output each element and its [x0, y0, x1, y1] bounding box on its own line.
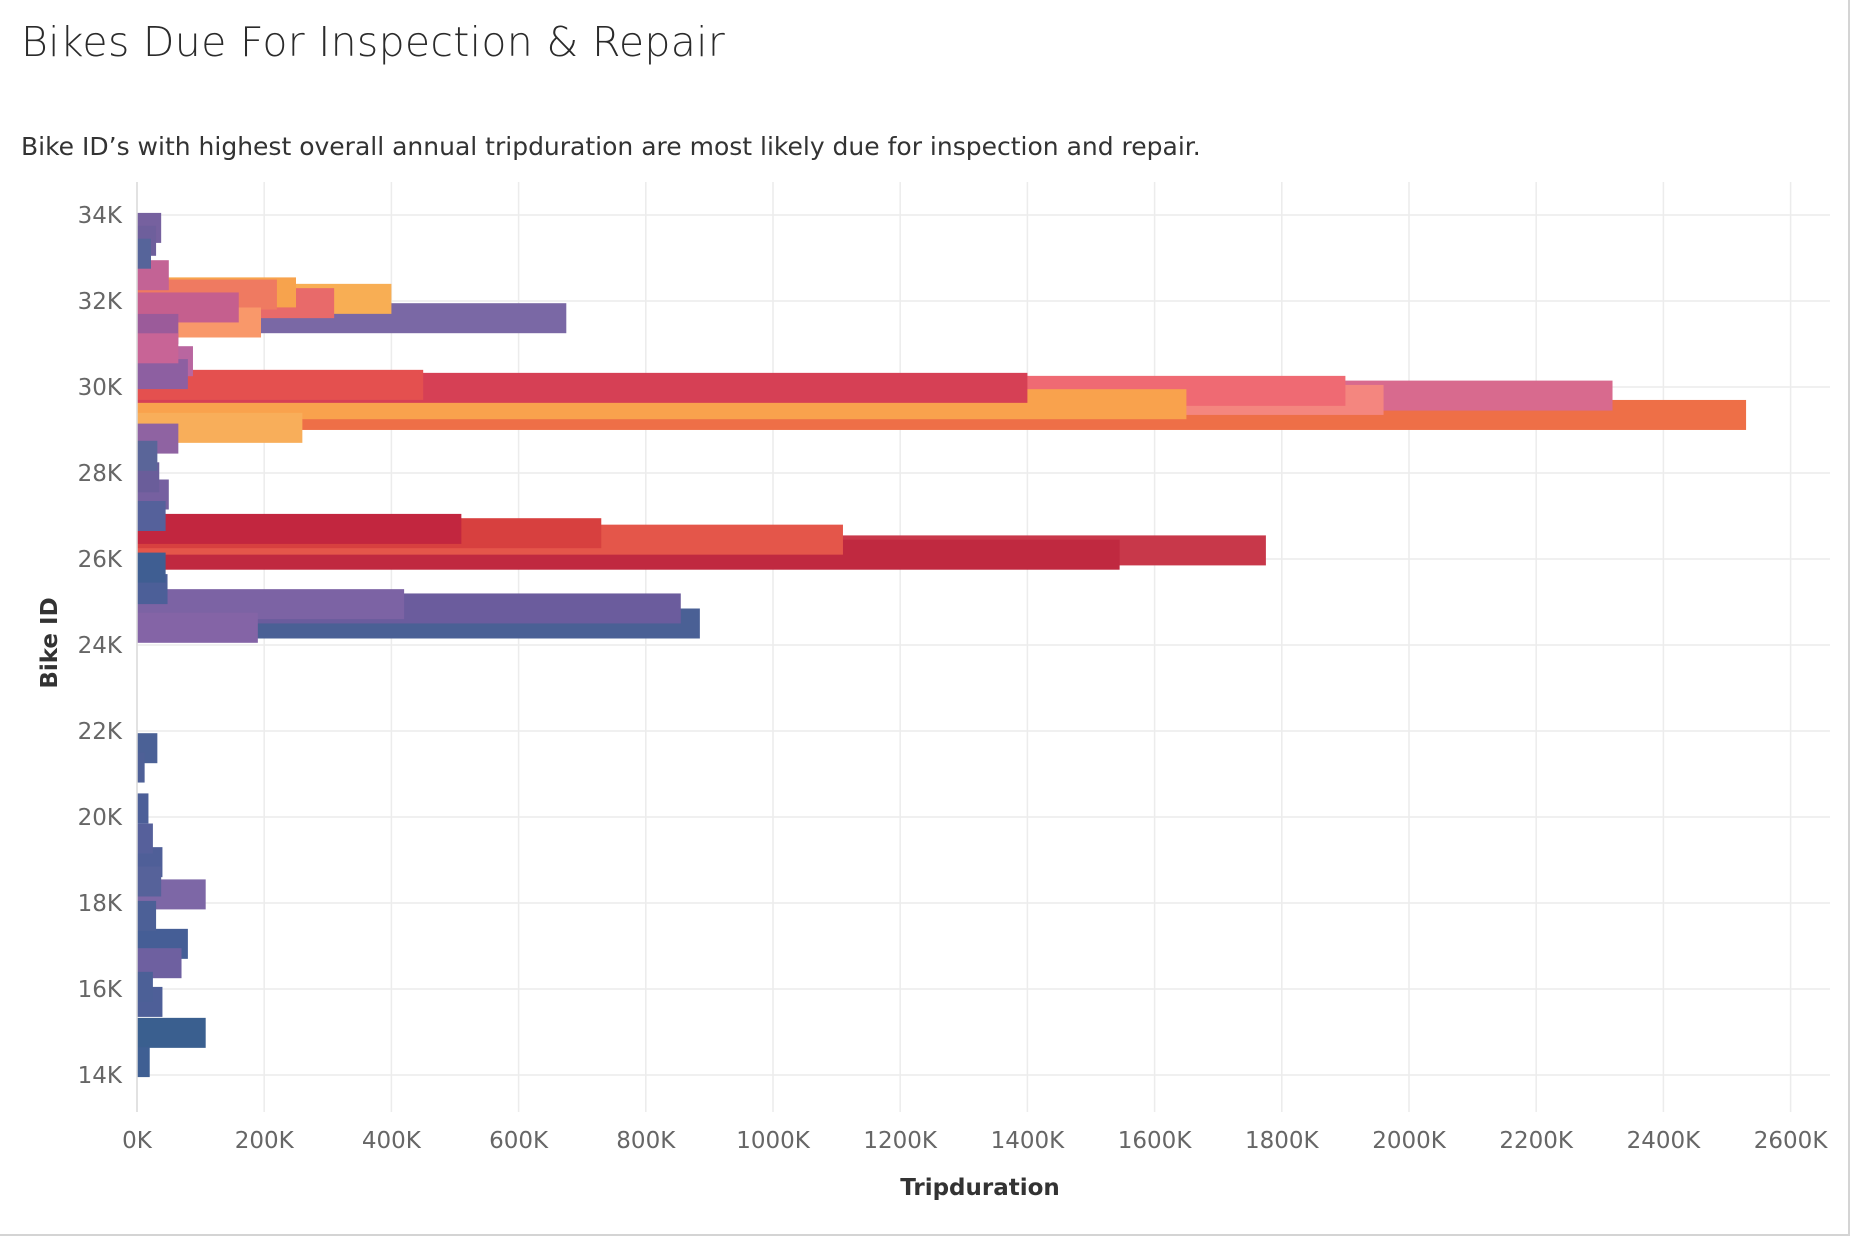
- y-tick-label: 28K: [78, 461, 123, 487]
- x-tick-label: 2400K: [1627, 1128, 1702, 1154]
- y-tick-label: 18K: [78, 891, 123, 917]
- y-tick-label: 34K: [78, 203, 123, 229]
- bar[interactable]: [137, 513, 462, 544]
- chart-title: Bikes Due For Inspection & Repair: [21, 18, 726, 66]
- bar-series: [137, 212, 1747, 1078]
- x-tick-label: 200K: [235, 1128, 295, 1154]
- y-tick-label: 32K: [78, 289, 123, 315]
- bar[interactable]: [137, 501, 166, 531]
- bar[interactable]: [137, 612, 258, 643]
- x-axis-ticks: 0K 200K 400K 600K 800K 1000K 1200K 1400K 1600K 18…: [122, 1128, 1828, 1154]
- y-tick-label: 22K: [78, 719, 123, 745]
- x-tick-label: 2600K: [1754, 1128, 1829, 1154]
- x-tick-label: 1000K: [736, 1128, 811, 1154]
- y-tick-label: 26K: [78, 547, 123, 573]
- x-tick-label: 0K: [122, 1128, 153, 1154]
- y-tick-label: 16K: [78, 977, 123, 1003]
- bar[interactable]: [137, 333, 179, 364]
- bar[interactable]: [137, 440, 158, 471]
- x-tick-label: 800K: [616, 1128, 676, 1154]
- y-tick-label: 30K: [78, 375, 123, 401]
- bar[interactable]: [137, 866, 162, 897]
- bar[interactable]: [137, 1017, 206, 1048]
- x-tick-label: 2000K: [1372, 1128, 1447, 1154]
- bar[interactable]: [137, 900, 157, 931]
- x-tick-label: 2200K: [1499, 1128, 1574, 1154]
- bar[interactable]: [137, 1047, 150, 1078]
- bar[interactable]: [137, 793, 149, 824]
- bar[interactable]: [137, 971, 153, 1002]
- bar[interactable]: [137, 238, 151, 269]
- chart-subtitle: Bike ID’s with highest overall annual tr…: [21, 132, 1201, 161]
- x-axis-title: Tripduration: [900, 1175, 1060, 1201]
- bar[interactable]: [137, 752, 145, 783]
- y-tick-label: 24K: [78, 633, 123, 659]
- x-tick-label: 400K: [362, 1128, 422, 1154]
- bar[interactable]: [137, 552, 166, 583]
- x-tick-label: 1400K: [991, 1128, 1066, 1154]
- x-tick-label: 1200K: [863, 1128, 938, 1154]
- x-tick-label: 600K: [489, 1128, 549, 1154]
- y-tick-label: 20K: [78, 805, 123, 831]
- x-tick-label: 1800K: [1245, 1128, 1320, 1154]
- bar[interactable]: [137, 359, 188, 390]
- bar[interactable]: [137, 823, 153, 854]
- y-axis-ticks: 14K 16K 18K 20K 22K 24K 26K 28K 30K 32K 34K: [78, 203, 123, 1089]
- y-axis-title: Bike ID: [37, 597, 63, 688]
- x-tick-label: 1600K: [1118, 1128, 1193, 1154]
- y-tick-label: 14K: [78, 1063, 123, 1089]
